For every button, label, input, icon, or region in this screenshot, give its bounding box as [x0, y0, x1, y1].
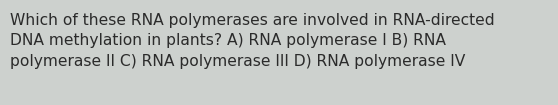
Text: Which of these RNA polymerases are involved in RNA-directed
DNA methylation in p: Which of these RNA polymerases are invol…	[10, 13, 494, 69]
